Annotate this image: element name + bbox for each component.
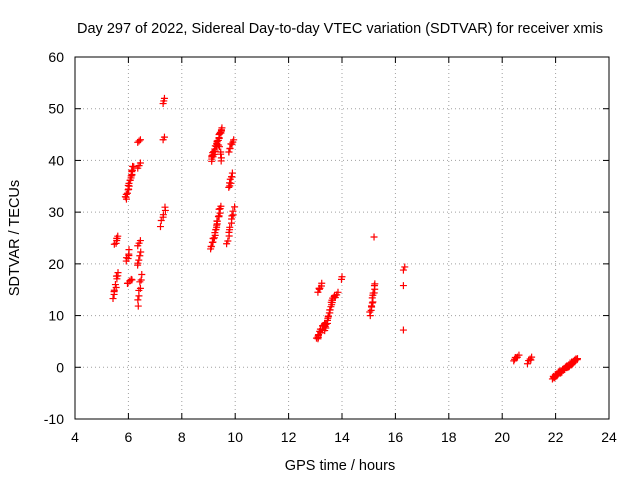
data-point	[369, 298, 377, 306]
data-point	[136, 252, 144, 260]
data-point	[111, 281, 119, 289]
data-point	[224, 237, 232, 245]
y-tick-label: 10	[48, 308, 64, 324]
data-point	[573, 355, 581, 363]
data-point	[127, 172, 135, 180]
data-point	[228, 169, 236, 177]
x-tick-label: 20	[494, 429, 510, 445]
grid-lines	[75, 57, 609, 419]
data-point	[134, 302, 142, 310]
data-point	[128, 276, 136, 284]
data-point	[226, 144, 234, 152]
data-point	[230, 136, 238, 144]
data-point	[130, 163, 138, 171]
data-point	[134, 296, 142, 304]
y-tick-label: 30	[48, 204, 64, 220]
data-point	[326, 306, 334, 314]
y-tick-label: 60	[48, 49, 64, 65]
x-tick-label: 22	[548, 429, 564, 445]
data-point	[370, 233, 378, 241]
axis-ticks: 4 6 8 10 12 14 16 18 20 22 24 -10 0 10 20 30 40 50 60	[44, 49, 617, 445]
x-tick-label: 12	[281, 429, 297, 445]
y-tick-label: 50	[48, 101, 64, 117]
y-tick-label: 40	[48, 152, 64, 168]
data-point	[114, 232, 122, 240]
data-point	[109, 295, 117, 303]
data-point	[318, 279, 326, 287]
y-tick-label: -10	[44, 411, 64, 427]
data-point	[160, 94, 168, 102]
data-point	[160, 133, 168, 141]
data-point	[217, 154, 225, 162]
data-point	[217, 148, 225, 156]
data-point	[138, 270, 146, 278]
data-point	[399, 266, 407, 274]
data-point	[123, 189, 131, 197]
data-point	[134, 259, 142, 267]
data-point	[324, 313, 332, 321]
x-tick-label: 16	[388, 429, 404, 445]
data-point	[215, 141, 223, 149]
data-point	[227, 179, 235, 187]
data-point	[338, 273, 346, 281]
data-point	[225, 148, 233, 156]
data-point	[229, 207, 237, 215]
x-tick-label: 8	[178, 429, 186, 445]
y-axis-label: SDTVAR / TECUs	[7, 180, 23, 296]
data-point	[136, 136, 144, 144]
x-tick-label: 18	[441, 429, 457, 445]
x-tick-label: 14	[334, 429, 350, 445]
x-tick-label: 24	[601, 429, 617, 445]
chart-title: Day 297 of 2022, Sidereal Day-to-day VTE…	[77, 21, 603, 37]
data-point	[112, 284, 120, 292]
data-point	[136, 237, 144, 245]
data-point	[114, 269, 122, 277]
data-point	[136, 159, 144, 167]
data-point	[367, 302, 375, 310]
data-point	[159, 211, 167, 219]
data-points	[109, 94, 581, 383]
data-point	[231, 203, 239, 211]
data-point	[156, 223, 164, 231]
data-point	[122, 190, 130, 198]
data-point	[314, 288, 322, 296]
data-point	[366, 308, 374, 316]
data-point	[161, 203, 169, 211]
data-point	[401, 263, 409, 271]
data-point	[137, 248, 145, 256]
data-point	[334, 288, 342, 296]
data-point	[515, 351, 523, 359]
data-point	[528, 353, 536, 361]
data-point	[228, 212, 236, 220]
data-point	[218, 124, 226, 132]
data-point	[399, 326, 407, 334]
data-point	[217, 202, 225, 210]
x-tick-label: 6	[125, 429, 133, 445]
data-point	[207, 243, 215, 251]
data-point	[135, 256, 143, 264]
data-point	[371, 280, 379, 288]
data-point	[136, 284, 144, 292]
x-tick-label: 4	[71, 429, 79, 445]
y-tick-label: 0	[56, 359, 64, 375]
data-point	[213, 217, 221, 225]
data-point	[125, 246, 133, 254]
x-axis-label: GPS time / hours	[285, 458, 395, 474]
data-point	[225, 183, 233, 191]
x-tick-label: 10	[227, 429, 243, 445]
data-point	[399, 282, 407, 290]
y-tick-label: 20	[48, 256, 64, 272]
data-point	[135, 137, 143, 145]
data-point	[523, 360, 531, 368]
data-point	[215, 143, 223, 151]
data-point	[226, 223, 234, 231]
